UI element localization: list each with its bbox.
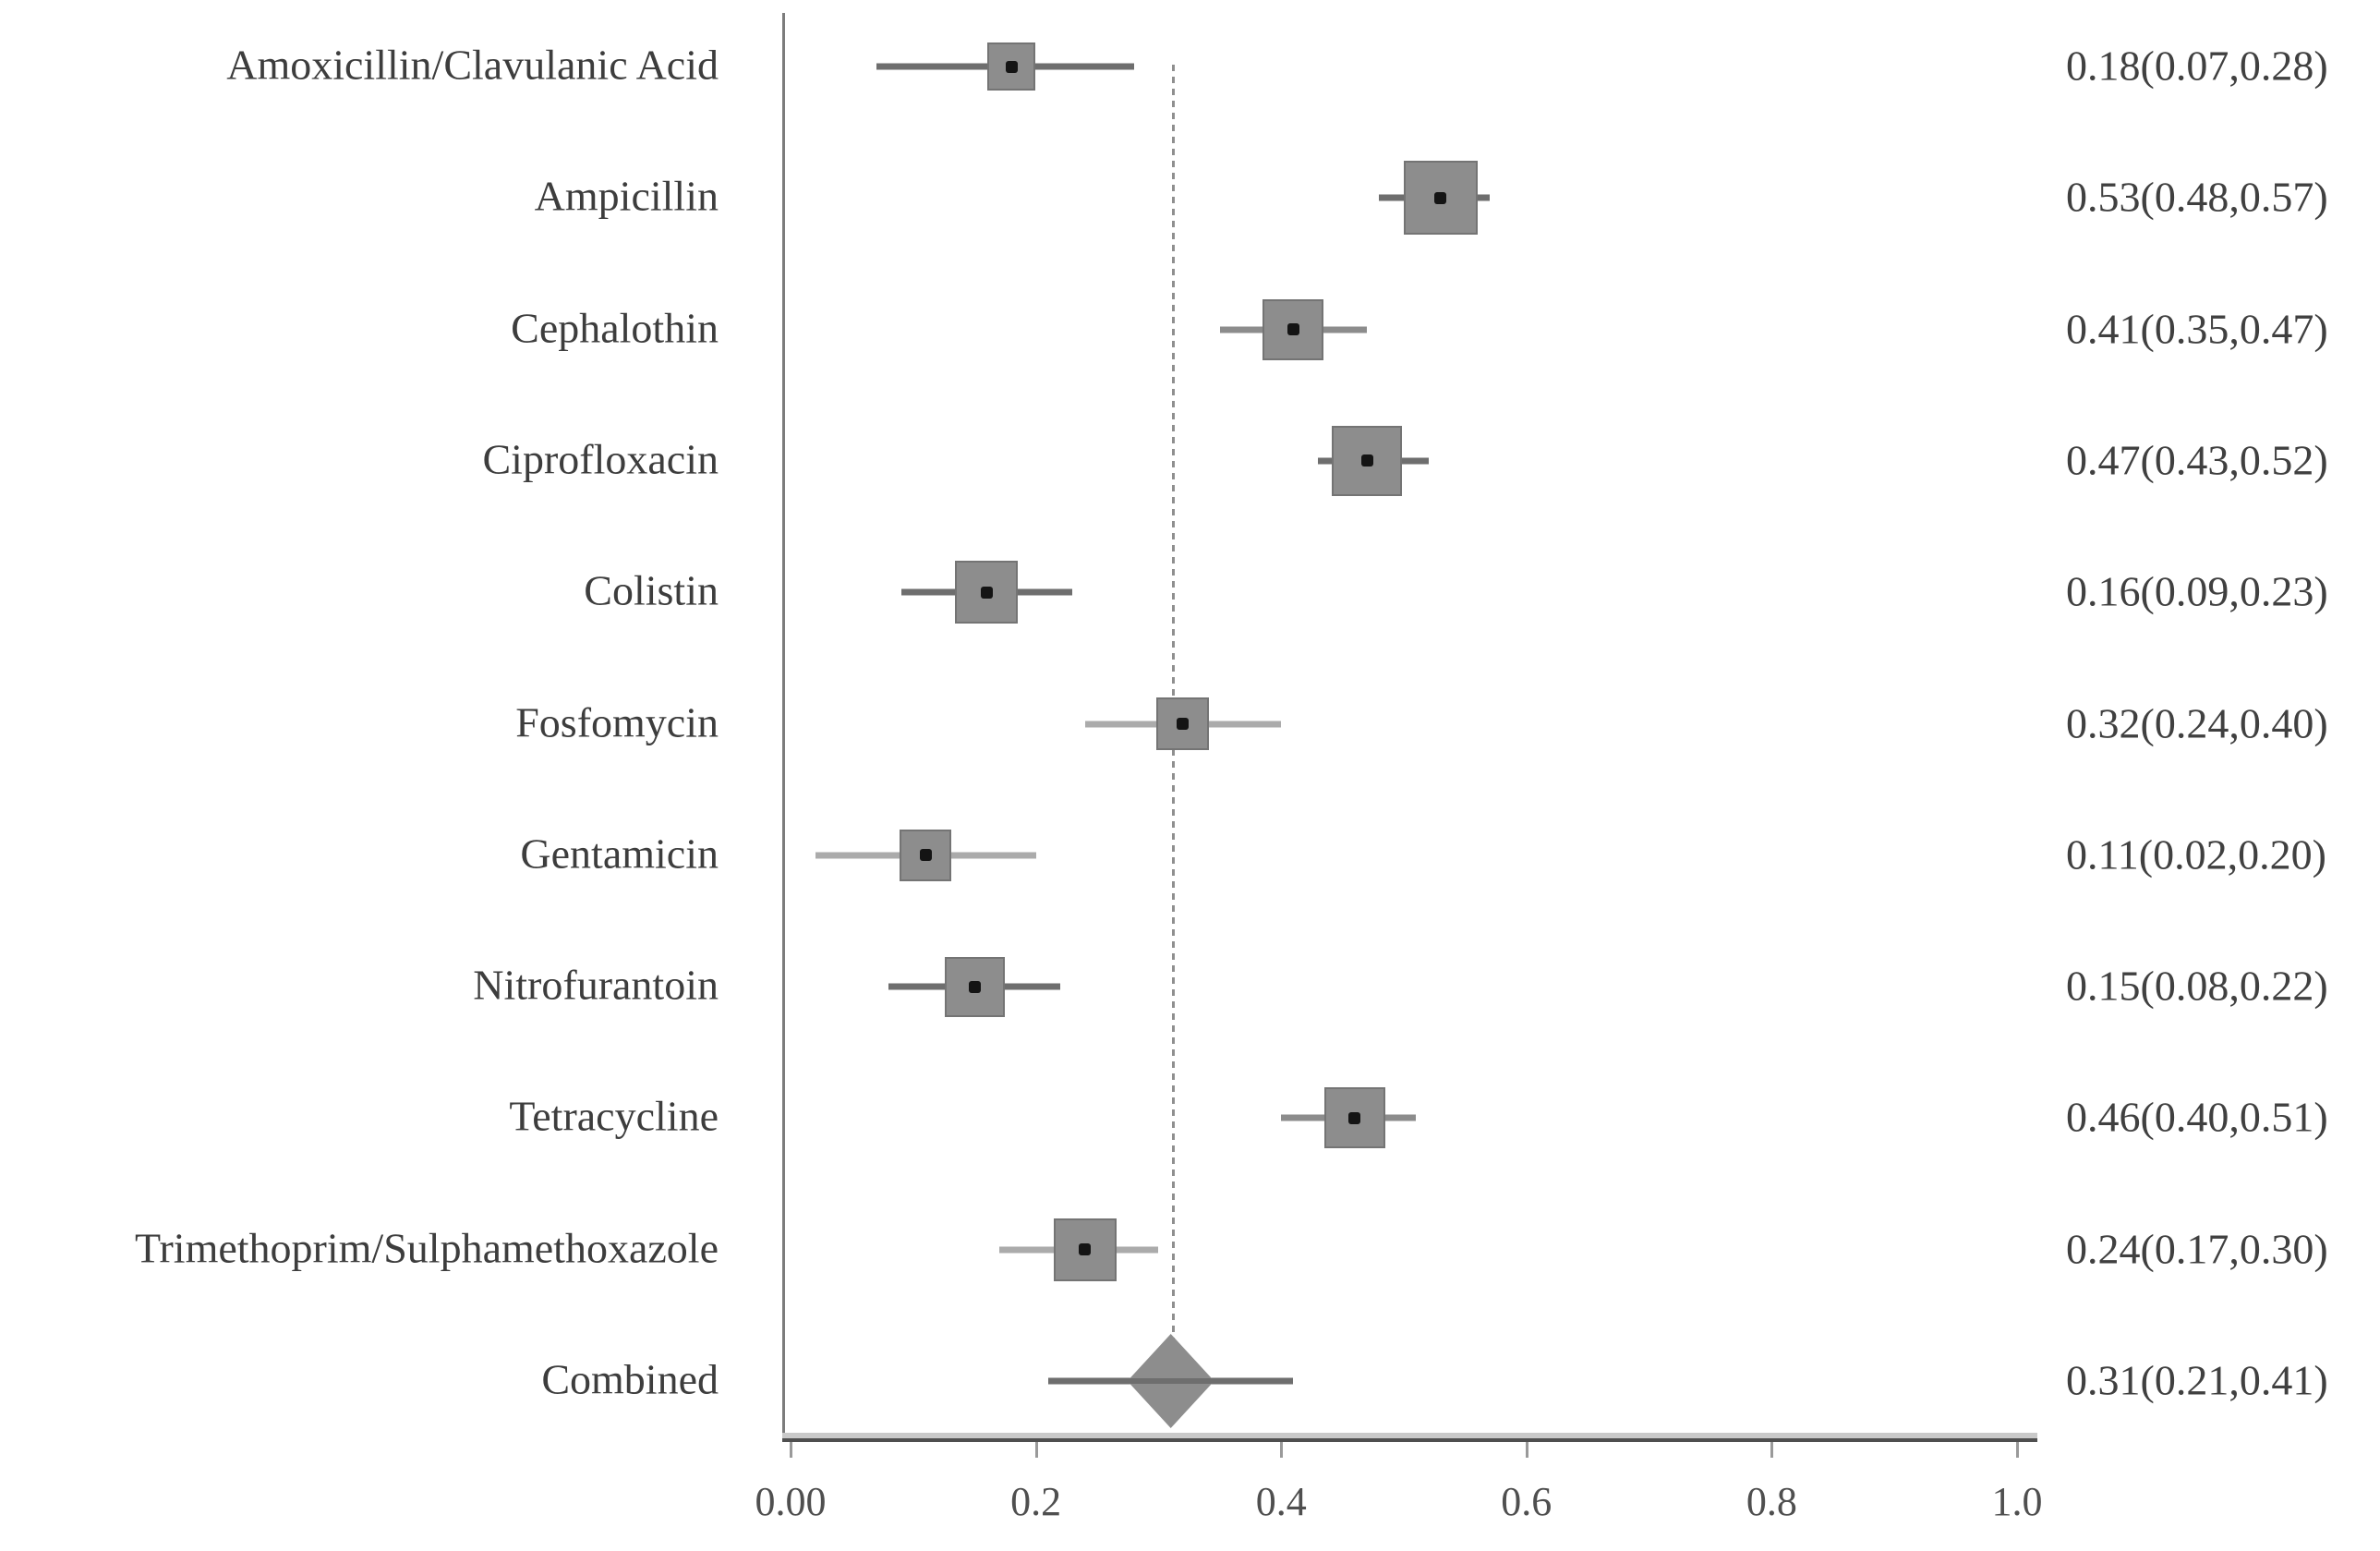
point-estimate-dot	[1434, 191, 1447, 204]
row-estimate-text: 0.53(0.48,0.57)	[2066, 173, 2328, 221]
x-tick-label: 0.00	[755, 1479, 827, 1524]
row-label: Gentamicin	[520, 830, 719, 878]
row-estimate-text: 0.11(0.02,0.20)	[2066, 830, 2326, 878]
x-tick	[1034, 1442, 1038, 1458]
point-estimate-dot	[980, 586, 993, 599]
x-tick-label: 0.4	[1255, 1479, 1307, 1524]
row-estimate-text: 0.15(0.08,0.22)	[2066, 962, 2328, 1010]
point-estimate-dot	[919, 849, 932, 862]
x-tick	[1280, 1442, 1284, 1458]
point-estimate-dot	[968, 980, 981, 993]
row-label: Trimethoprim/Sulphamethoxazole	[134, 1224, 719, 1272]
x-tick-label: 0.6	[1501, 1479, 1552, 1524]
row-estimate-text: 0.47(0.43,0.52)	[2066, 436, 2328, 484]
row-label: Tetracycline	[509, 1092, 719, 1140]
row-estimate-text: 0.31(0.21,0.41)	[2066, 1356, 2328, 1404]
row-estimate-text: 0.16(0.09,0.23)	[2066, 567, 2328, 615]
point-estimate-dot	[1079, 1243, 1092, 1256]
row-label: Ampicillin	[534, 172, 719, 220]
row-estimate-text: 0.46(0.40,0.51)	[2066, 1093, 2328, 1141]
x-tick	[1525, 1442, 1528, 1458]
row-label: Colistin	[584, 566, 719, 614]
point-estimate-dot	[1360, 454, 1373, 467]
row-label: Cephalothin	[511, 303, 719, 351]
x-tick	[790, 1442, 792, 1458]
x-axis-line	[782, 1438, 2037, 1442]
row-estimate-text: 0.24(0.17,0.30)	[2066, 1225, 2328, 1273]
x-tick-label: 1.0	[1991, 1479, 2043, 1524]
x-tick	[1770, 1442, 1774, 1458]
row-label: Nitrofurantoin	[473, 961, 719, 1009]
point-estimate-dot	[1177, 718, 1190, 730]
row-label: Amoxicillin/Clavulanic Acid	[226, 41, 719, 89]
x-tick	[2016, 1442, 2019, 1458]
point-estimate-dot	[1348, 1111, 1361, 1124]
x-tick-label: 0.8	[1746, 1479, 1797, 1524]
point-estimate-dot	[1005, 60, 1018, 73]
diamond-midline	[1047, 1378, 1294, 1384]
study-square-marker	[1053, 1218, 1117, 1281]
row-label: Ciprofloxacin	[482, 435, 719, 483]
row-estimate-text: 0.41(0.35,0.47)	[2066, 305, 2328, 353]
row-label: Combined	[541, 1355, 719, 1403]
study-square-marker	[1332, 425, 1403, 496]
point-estimate-dot	[1287, 323, 1299, 336]
row-estimate-text: 0.32(0.24,0.40)	[2066, 698, 2328, 746]
row-label: Fosfomycin	[515, 697, 719, 745]
x-axis-shadow	[782, 1433, 2037, 1438]
x-tick-label: 0.2	[1010, 1479, 1062, 1524]
row-estimate-text: 0.18(0.07,0.28)	[2066, 42, 2328, 90]
y-axis-line	[782, 13, 785, 1442]
